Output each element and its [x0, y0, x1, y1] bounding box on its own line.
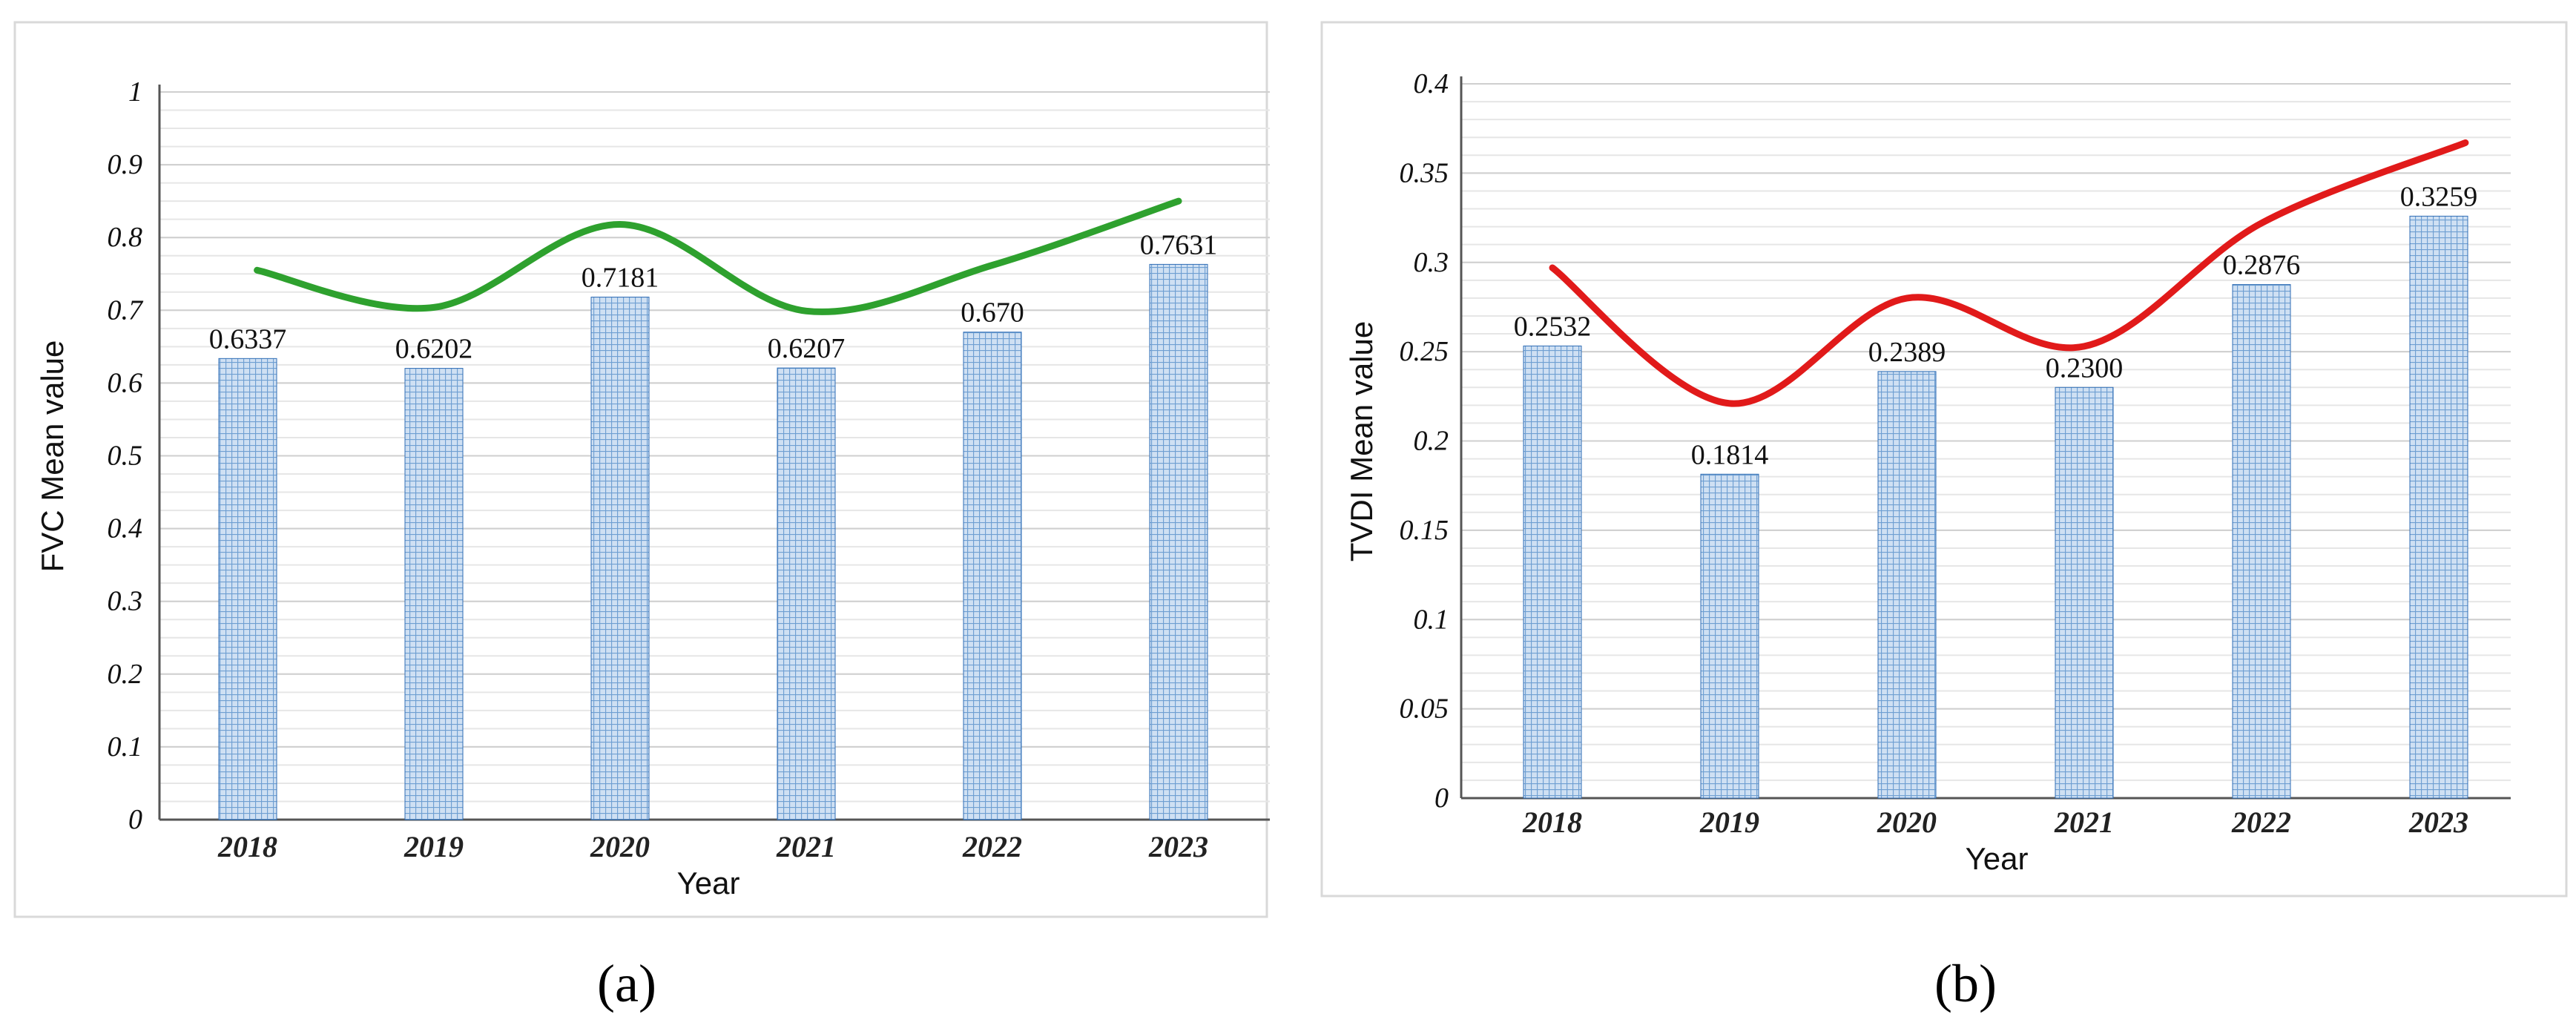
bar-2020 — [590, 297, 650, 820]
data-label: 0.670 — [961, 297, 1024, 329]
data-label: 0.7181 — [582, 263, 659, 294]
y-tick-label: 0.1 — [1414, 604, 1449, 635]
bar-2022 — [2232, 284, 2291, 799]
x-tick-label: 2023 — [1148, 830, 1208, 863]
y-tick-label: 0.15 — [1400, 515, 1449, 546]
data-label: 0.2532 — [1514, 311, 1592, 342]
bar-2021 — [777, 367, 836, 820]
data-label: 0.6337 — [209, 323, 287, 355]
y-tick-label: 0.35 — [1400, 157, 1449, 188]
panel-b-chart: 0 0.05 0.1 0.15 0.2 0.25 0.3 0.35 0.4 0.2532 2018 0… — [1344, 68, 2511, 876]
x-tick-label: 2021 — [2054, 806, 2114, 839]
x-tick-label: 2019 — [403, 830, 464, 863]
data-label: 0.2300 — [2046, 352, 2124, 383]
y-tick-label: 0.1 — [108, 731, 143, 763]
bar-2021 — [2055, 386, 2114, 799]
y-tick-label: 0.4 — [1414, 68, 1449, 99]
y-tick-label: 0.4 — [108, 513, 143, 544]
x-tick-label: 2022 — [2231, 806, 2291, 839]
data-label: 0.1814 — [1691, 439, 1769, 470]
bar-2019 — [1700, 473, 1759, 799]
x-tick-label: 2020 — [1877, 806, 1937, 839]
trend-curve — [254, 197, 1182, 315]
panel-a-chart: 0 0.1 0.2 0.3 0.4 0.5 0.6 0.7 0.8 0.9 1 0.6337 2018 0… — [35, 76, 1270, 900]
y-tick-label: 0.25 — [1400, 336, 1449, 367]
x-axis-title: Year — [1966, 841, 2029, 876]
y-tick-label: 0 — [1434, 783, 1449, 814]
y-tick-label: 0.7 — [108, 294, 145, 326]
y-tick-label: 0.2 — [1414, 426, 1449, 457]
panel-a-label: (a) — [597, 954, 656, 1013]
x-tick-label: 2018 — [217, 830, 277, 863]
y-tick-label: 0.3 — [108, 586, 143, 617]
bar-2023 — [2409, 215, 2468, 799]
x-tick-label: 2021 — [776, 830, 836, 863]
x-axis-title: Year — [677, 866, 740, 900]
y-tick-label: 0 — [128, 804, 142, 835]
x-tick-label: 2022 — [962, 830, 1022, 863]
x-tick-label: 2020 — [590, 830, 650, 863]
y-axis-title: FVC Mean value — [35, 340, 70, 573]
x-tick-label: 2018 — [1522, 806, 1582, 839]
bar-2022 — [963, 332, 1022, 820]
data-label: 0.6207 — [768, 333, 846, 364]
data-label: 0.2389 — [1868, 337, 1946, 368]
data-label: 0.7631 — [1140, 229, 1218, 260]
data-label: 0.2876 — [2223, 250, 2301, 281]
y-tick-label: 0.6 — [108, 367, 143, 398]
y-tick-label: 1 — [128, 76, 142, 108]
y-tick-label: 0.8 — [108, 222, 143, 253]
data-label: 0.6202 — [395, 334, 473, 365]
trend-curve — [1549, 139, 2469, 407]
data-label: 0.3259 — [2400, 181, 2478, 212]
y-tick-label: 0.5 — [108, 441, 143, 472]
x-tick-label: 2023 — [2408, 806, 2468, 839]
y-tick-label: 0.05 — [1400, 694, 1449, 725]
bar-2020 — [1877, 371, 1937, 799]
y-tick-label: 0.3 — [1414, 247, 1449, 278]
x-tick-label: 2019 — [1699, 806, 1759, 839]
y-tick-label: 0.9 — [108, 149, 143, 180]
bar-2018 — [218, 358, 277, 820]
y-axis-title: TVDI Mean value — [1344, 321, 1379, 562]
bar-2018 — [1523, 345, 1582, 799]
panel-b-label: (b) — [1934, 954, 1997, 1013]
bar-2019 — [404, 368, 464, 820]
y-tick-label: 0.2 — [108, 659, 143, 690]
bar-2023 — [1149, 263, 1208, 820]
